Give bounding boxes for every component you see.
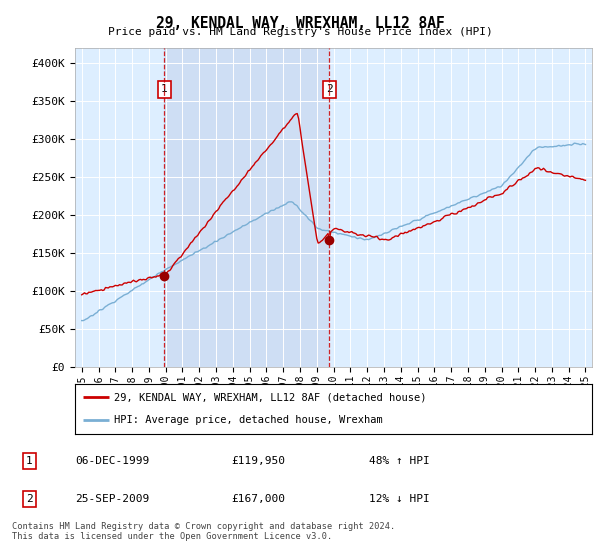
Text: 48% ↑ HPI: 48% ↑ HPI [369, 456, 430, 466]
Bar [164, 48, 329, 367]
Text: £119,950: £119,950 [231, 456, 285, 466]
Text: £167,000: £167,000 [231, 494, 285, 504]
Text: 12% ↓ HPI: 12% ↓ HPI [369, 494, 430, 504]
Text: 2: 2 [26, 494, 32, 504]
Text: 25-SEP-2009: 25-SEP-2009 [76, 494, 149, 504]
Text: 2: 2 [326, 85, 332, 95]
Text: 06-DEC-1999: 06-DEC-1999 [76, 456, 149, 466]
Text: 29, KENDAL WAY, WREXHAM, LL12 8AF: 29, KENDAL WAY, WREXHAM, LL12 8AF [155, 16, 445, 31]
Text: 1: 1 [161, 85, 168, 95]
Text: 29, KENDAL WAY, WREXHAM, LL12 8AF (detached house): 29, KENDAL WAY, WREXHAM, LL12 8AF (detac… [114, 392, 426, 402]
Text: Contains HM Land Registry data © Crown copyright and database right 2024.
This d: Contains HM Land Registry data © Crown c… [12, 522, 395, 542]
Text: Price paid vs. HM Land Registry's House Price Index (HPI): Price paid vs. HM Land Registry's House … [107, 27, 493, 37]
Text: 1: 1 [26, 456, 32, 466]
Text: HPI: Average price, detached house, Wrexham: HPI: Average price, detached house, Wrex… [114, 416, 383, 426]
